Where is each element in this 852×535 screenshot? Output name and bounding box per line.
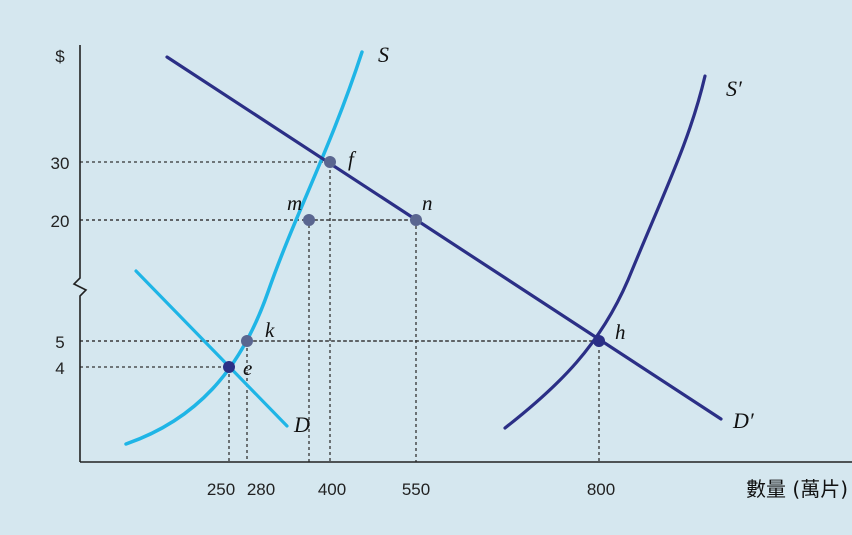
x-tick-label-250: 250 — [207, 480, 235, 499]
point-label-f: f — [348, 147, 357, 171]
point-f — [324, 156, 336, 168]
y-tick-label-4: 4 — [55, 359, 64, 378]
curve-label-S: S — [378, 42, 389, 67]
curve-D — [134, 269, 289, 428]
x-tick-label-400: 400 — [318, 480, 346, 499]
y-axis-label: $ — [55, 47, 65, 66]
point-k — [241, 335, 253, 347]
x-tick-label-550: 550 — [402, 480, 430, 499]
guide-line-400-30 — [80, 161, 331, 462]
point-e — [223, 361, 235, 373]
guide-line-250-4 — [80, 366, 230, 462]
points — [223, 156, 605, 373]
x-tick-label-280: 280 — [247, 480, 275, 499]
point-n — [410, 214, 422, 226]
axes — [72, 45, 852, 463]
point-m — [303, 214, 315, 226]
x-axis-label: 數量 (萬片) — [746, 477, 848, 501]
point-h — [593, 335, 605, 347]
curve-label-D-prime: D′ — [732, 408, 755, 433]
guide-line-280-5 — [80, 340, 248, 462]
y-tick-label-30: 30 — [51, 154, 70, 173]
x-tick-label-800: 800 — [587, 480, 615, 499]
curve-label-D: D — [293, 412, 310, 437]
point-label-k: k — [265, 318, 275, 342]
labels: $4 5 20 30 250 280 400 550 800 數量 (萬片) S D S′ D′ f m n ke… — [51, 42, 848, 501]
y-tick-label-20: 20 — [51, 212, 70, 231]
point-label-e: e — [243, 356, 252, 380]
curves — [124, 50, 723, 446]
y-tick-label-5: 5 — [55, 333, 64, 352]
point-label-h: h — [615, 320, 626, 344]
y-axis-line — [72, 45, 88, 462]
curve-D-prime — [165, 55, 723, 421]
point-label-n: n — [422, 191, 433, 215]
point-label-m: m — [287, 191, 302, 215]
curve-label-S-prime: S′ — [726, 76, 743, 101]
curve-S — [124, 50, 364, 446]
curve-S-prime — [503, 74, 707, 430]
